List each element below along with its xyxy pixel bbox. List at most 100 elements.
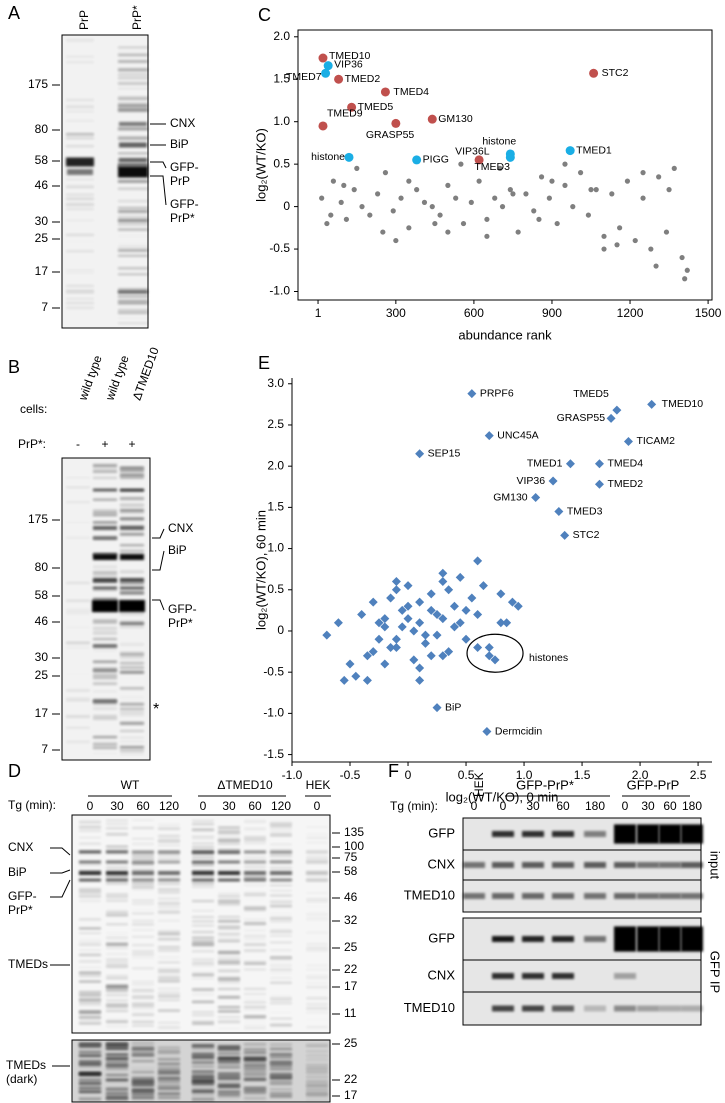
gel-band bbox=[120, 474, 144, 478]
gel-band bbox=[218, 850, 240, 854]
gel-band bbox=[637, 1005, 659, 1012]
point bbox=[414, 187, 420, 193]
point bbox=[490, 655, 500, 665]
gel-band bbox=[192, 941, 214, 942]
point bbox=[438, 614, 448, 624]
gel-band bbox=[79, 980, 101, 983]
point bbox=[449, 601, 459, 611]
gel-band bbox=[244, 1072, 266, 1076]
gel-band bbox=[158, 946, 180, 949]
gel-band bbox=[66, 269, 94, 271]
gel-band bbox=[244, 899, 266, 900]
gel-band bbox=[120, 526, 144, 530]
gel-band bbox=[306, 898, 328, 900]
gel-band bbox=[244, 983, 266, 984]
gel-band bbox=[158, 827, 180, 830]
gel-band bbox=[132, 878, 154, 882]
gel-band bbox=[192, 1011, 214, 1013]
x-tick-label: 1.5 bbox=[574, 768, 591, 782]
gel-band bbox=[270, 834, 292, 837]
point bbox=[510, 191, 516, 197]
gel-band bbox=[244, 918, 266, 921]
gel-band bbox=[93, 526, 117, 530]
gel-band bbox=[93, 699, 117, 702]
point bbox=[523, 191, 529, 197]
gel-band bbox=[270, 1091, 292, 1095]
gel-band bbox=[218, 1065, 240, 1067]
gel-band bbox=[244, 865, 266, 868]
gel-band bbox=[118, 235, 148, 238]
gel-band bbox=[79, 1060, 101, 1063]
gel-band bbox=[79, 1081, 101, 1085]
x-tick-label: -0.5 bbox=[340, 768, 361, 782]
gel-band bbox=[66, 727, 90, 730]
gel-band bbox=[118, 109, 148, 112]
gel-band bbox=[106, 938, 128, 940]
gel-band bbox=[118, 301, 148, 303]
gel-band bbox=[584, 1005, 606, 1012]
gel-band bbox=[132, 1050, 154, 1052]
gel-band bbox=[218, 941, 240, 943]
gel-band bbox=[218, 1061, 240, 1064]
gel-band bbox=[158, 1096, 180, 1099]
gel-band bbox=[120, 554, 144, 560]
gel-band bbox=[218, 826, 240, 829]
gel-band bbox=[66, 301, 94, 305]
gel-band bbox=[79, 918, 101, 921]
gel-band bbox=[244, 1050, 266, 1053]
gel-band bbox=[132, 1013, 154, 1017]
undefined: CNX bbox=[168, 521, 193, 535]
gel-band bbox=[118, 82, 148, 85]
gel-band bbox=[218, 936, 240, 939]
point bbox=[341, 182, 347, 188]
gel-band bbox=[158, 1050, 180, 1052]
gel-band bbox=[218, 1081, 240, 1084]
gel-band bbox=[244, 894, 266, 897]
marker-label: 11 bbox=[344, 1006, 357, 1020]
point bbox=[397, 622, 407, 632]
marker-label: 46 bbox=[344, 890, 358, 904]
gel-band bbox=[270, 949, 292, 951]
point bbox=[473, 642, 483, 652]
gel-band bbox=[106, 1091, 128, 1095]
point bbox=[484, 651, 494, 661]
gel-band bbox=[158, 1052, 180, 1055]
gel-band bbox=[244, 997, 266, 999]
point bbox=[458, 161, 464, 167]
gel-band bbox=[192, 846, 214, 849]
gel-band bbox=[132, 945, 154, 947]
connector bbox=[152, 550, 165, 571]
gel-band bbox=[192, 962, 214, 965]
gel-band bbox=[106, 832, 128, 836]
gel-band bbox=[218, 976, 240, 979]
gel-band bbox=[306, 1086, 328, 1088]
undefined: BiP bbox=[8, 865, 27, 879]
gel-band bbox=[218, 860, 240, 864]
point bbox=[391, 642, 401, 652]
gel-band bbox=[132, 1076, 154, 1080]
gel-band bbox=[106, 993, 128, 997]
gel-band bbox=[93, 488, 117, 492]
gel-band bbox=[270, 1067, 292, 1070]
undefined: PrP bbox=[170, 174, 190, 188]
gel-band bbox=[132, 936, 154, 938]
gel-band bbox=[120, 498, 144, 501]
gel-band bbox=[132, 842, 154, 843]
gel-band bbox=[681, 893, 703, 899]
gel-band bbox=[552, 862, 574, 868]
gel-band bbox=[93, 704, 117, 706]
point bbox=[368, 647, 378, 657]
point bbox=[391, 585, 401, 595]
gel-band bbox=[79, 900, 101, 902]
gel-band bbox=[79, 990, 101, 994]
gel-band bbox=[106, 827, 128, 830]
gel-band bbox=[192, 988, 214, 990]
gel-band bbox=[118, 215, 148, 219]
y-tick-label: 0.5 bbox=[273, 156, 290, 170]
labeled-point bbox=[548, 476, 558, 486]
gel-band bbox=[118, 179, 148, 183]
gel-band bbox=[66, 537, 90, 539]
gel-band bbox=[158, 850, 180, 854]
gel-band bbox=[66, 290, 94, 294]
marker-label: 7 bbox=[41, 300, 48, 314]
